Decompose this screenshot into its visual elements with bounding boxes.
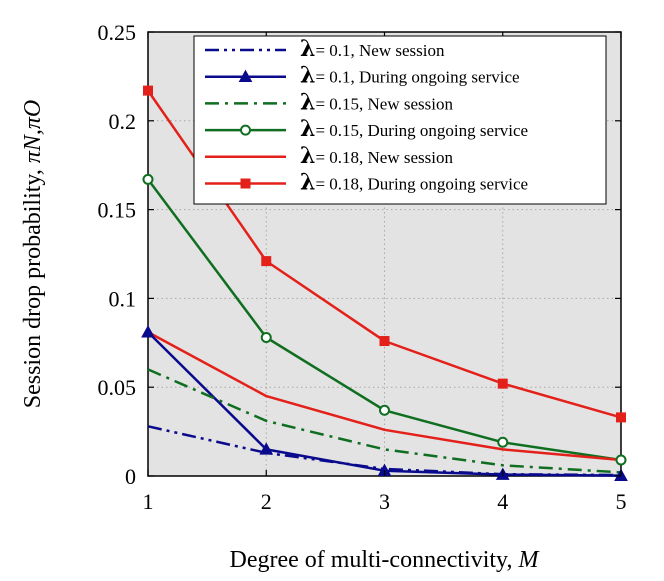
data-point-6	[261, 256, 272, 267]
legend-label-2: λ= 0.1, During ongoing service	[300, 63, 520, 89]
y-tick-label: 0	[125, 464, 136, 489]
data-point-4	[142, 173, 154, 185]
data-point-6	[497, 378, 508, 389]
data-point-4	[379, 404, 390, 416]
legend-box	[193, 35, 607, 205]
x-tick-label: 2	[261, 489, 272, 514]
y-tick-label: 0.2	[109, 109, 137, 134]
legend-label-5: λ= 0.18, New session	[300, 143, 453, 169]
data-point-2	[141, 325, 155, 338]
y-tick-label: 0.1	[109, 286, 137, 311]
data-point-6	[616, 412, 626, 423]
series-line-3	[147, 368, 622, 474]
x-tick-label: 3	[379, 489, 390, 514]
series-line-5	[147, 331, 622, 462]
data-point-4	[615, 454, 627, 466]
data-point-4	[497, 436, 509, 448]
legend-marker-4	[240, 124, 251, 136]
x-axis-title: Degree of multi-connectivity, M	[229, 547, 540, 573]
legend-marker-2	[238, 69, 253, 82]
legend-label-1: λ= 0.1, New session	[300, 36, 445, 62]
legend-label-3: λ= 0.15, New session	[300, 89, 453, 115]
y-tick-label: 0.15	[98, 198, 137, 223]
legend-label-4: λ= 0.15, During ongoing service	[300, 116, 528, 142]
y-axis-title: Session drop probability, πN,πO	[20, 100, 46, 409]
x-tick-label: 4	[497, 489, 508, 514]
y-tick-label: 0.25	[98, 20, 137, 45]
data-point-2	[259, 442, 274, 455]
y-tick-label: 0.05	[98, 375, 137, 400]
grid	[148, 32, 621, 476]
data-point-4	[260, 331, 272, 343]
x-axis-ticks: 1 2 3 4 5	[143, 32, 627, 514]
x-tick-label: 5	[616, 489, 627, 514]
legend-label-6: λ= 0.18, During ongoing service	[300, 170, 528, 196]
data-point-6	[379, 336, 390, 347]
data-point-6	[143, 85, 153, 96]
x-tick-label: 1	[143, 489, 154, 514]
y-axis-ticks: 0 0.05 0.1 0.15 0.2 0.25	[98, 20, 621, 489]
legend-marker-6	[240, 178, 251, 189]
